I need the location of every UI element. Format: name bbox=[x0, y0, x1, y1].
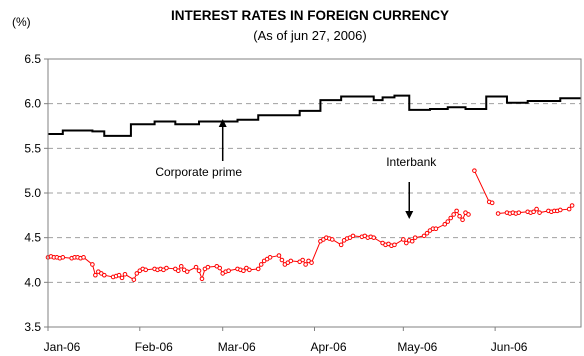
y-tick-label: 5.0 bbox=[24, 186, 41, 200]
y-tick-label: 4.5 bbox=[24, 231, 41, 245]
interbank-point bbox=[226, 268, 231, 274]
interbank-point bbox=[93, 272, 98, 278]
interbank-point bbox=[134, 271, 140, 276]
interbank-point bbox=[412, 235, 418, 240]
interbank-point bbox=[184, 269, 190, 274]
interbank-point bbox=[196, 268, 202, 274]
series-layer bbox=[45, 94, 581, 282]
interbank-point bbox=[371, 235, 377, 240]
plot-area-border bbox=[47, 58, 582, 328]
interbank-point bbox=[255, 266, 261, 272]
y-axis-ticks: 3.5 4.0 4.5 5.0 5.5 6.0 6.5 bbox=[24, 52, 48, 334]
interbank-point bbox=[279, 257, 285, 263]
interbank-point bbox=[392, 242, 397, 248]
interbank-point bbox=[338, 242, 344, 248]
interbank-point bbox=[329, 237, 335, 242]
interbank-point bbox=[303, 262, 308, 267]
annotations-layer: Corporate prime Interbank bbox=[155, 119, 437, 219]
interbank-point bbox=[119, 275, 125, 281]
interbank-point bbox=[424, 230, 430, 236]
interbank-annotation-arrowhead bbox=[405, 211, 414, 219]
interbank-point bbox=[178, 263, 184, 269]
corporate-prime-annotation-arrowhead bbox=[218, 119, 227, 127]
interbank-point bbox=[90, 262, 95, 267]
interbank-point bbox=[516, 210, 522, 215]
interbank-point bbox=[489, 200, 495, 206]
interbank-point bbox=[569, 203, 575, 208]
interbank-point bbox=[258, 262, 264, 267]
interbank-point bbox=[267, 255, 273, 260]
interbank-point bbox=[193, 264, 199, 270]
x-tick-label: Apr-06 bbox=[310, 340, 346, 354]
interbank-point bbox=[217, 265, 223, 271]
interbank-point bbox=[442, 221, 448, 227]
y-tick-label: 4.0 bbox=[24, 275, 41, 289]
x-tick-label: Mar-06 bbox=[218, 340, 256, 354]
interbank-point bbox=[557, 207, 563, 213]
interbank-point bbox=[164, 265, 169, 271]
x-axis-ticks: Jan-06 Feb-06 Mar-06 Apr-06 May-06 Jun-06 bbox=[44, 327, 528, 354]
interbank-point bbox=[205, 264, 211, 270]
corporate-prime-series-line bbox=[48, 94, 581, 137]
interbank-point bbox=[421, 233, 427, 239]
interbank-point bbox=[175, 268, 181, 274]
interbank-point bbox=[566, 206, 572, 212]
y-tick-label: 5.5 bbox=[24, 141, 41, 155]
interbank-point bbox=[288, 258, 294, 264]
interbank-point bbox=[81, 255, 86, 260]
interbank-point bbox=[276, 253, 282, 258]
interbank-point bbox=[122, 271, 128, 277]
interbank-point bbox=[60, 255, 66, 260]
interbank-point bbox=[350, 233, 356, 239]
interbank-point bbox=[445, 219, 451, 224]
interbank-point bbox=[131, 277, 137, 282]
interbank-point bbox=[472, 168, 477, 173]
x-tick-label: Jun-06 bbox=[491, 340, 528, 354]
interbank-point bbox=[241, 268, 246, 274]
interbank-point bbox=[433, 226, 439, 232]
interbank-point bbox=[199, 276, 205, 282]
interbank-point bbox=[309, 260, 314, 265]
interbank-point bbox=[101, 272, 107, 278]
y-tick-label: 6.0 bbox=[24, 97, 41, 111]
y-tick-label: 3.5 bbox=[24, 320, 41, 334]
interbank-point bbox=[495, 211, 501, 216]
x-tick-label: May-06 bbox=[397, 340, 437, 354]
interbank-point bbox=[457, 213, 462, 219]
gridlines bbox=[48, 103, 581, 283]
interbank-point bbox=[451, 212, 456, 217]
interbank-point bbox=[531, 209, 536, 215]
interbank-point bbox=[300, 257, 305, 263]
interbank-point bbox=[403, 240, 409, 246]
interbank-point bbox=[537, 210, 542, 215]
interbank-point bbox=[247, 267, 252, 273]
interbank-point bbox=[466, 212, 471, 217]
chart-subtitle: (As of jun 27, 2006) bbox=[253, 28, 366, 43]
interbank-point bbox=[401, 237, 406, 242]
interbank-annotation-label: Interbank bbox=[386, 155, 437, 169]
interbank-point bbox=[143, 267, 149, 273]
x-tick-label: Feb-06 bbox=[135, 340, 173, 354]
interbank-point bbox=[116, 272, 122, 278]
x-tick-label: Jan-06 bbox=[44, 340, 81, 354]
y-tick-label: 6.5 bbox=[24, 52, 41, 66]
interbank-series-line bbox=[473, 170, 493, 204]
interbank-point bbox=[534, 206, 539, 212]
interbank-point bbox=[454, 208, 459, 214]
interbank-point bbox=[448, 215, 454, 221]
chart-title: INTEREST RATES IN FOREIGN CURRENCY bbox=[171, 8, 449, 23]
interbank-point bbox=[460, 217, 465, 223]
corporate-prime-annotation-label: Corporate prime bbox=[155, 165, 242, 179]
interbank-point bbox=[409, 238, 415, 244]
y-axis-unit-label: (%) bbox=[12, 15, 31, 29]
